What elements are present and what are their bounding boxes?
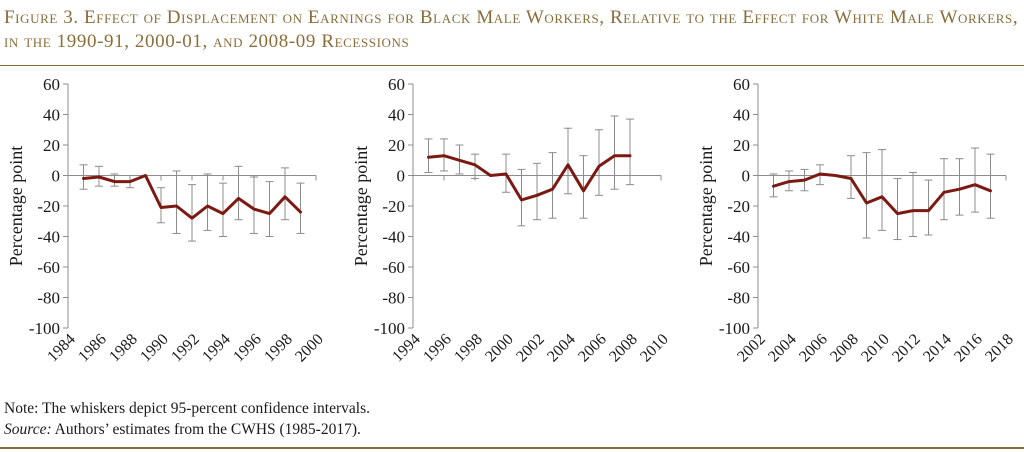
- error-bar: [862, 152, 871, 239]
- y-tick-label: 40: [733, 106, 750, 125]
- y-tick-label: -100: [719, 319, 750, 338]
- x-tick-label: 2016: [951, 331, 986, 366]
- x-tick-label: 2006: [575, 331, 610, 366]
- error-bar: [909, 171, 917, 237]
- y-tick-label: 0: [52, 167, 61, 186]
- x-tick-label: 1990: [137, 331, 172, 366]
- error-bar: [610, 115, 619, 190]
- chart-2000-01: 6040200-20-40-60-80-10019941996199820002…: [351, 75, 672, 366]
- x-tick-label: 2012: [889, 331, 924, 366]
- error-bar: [626, 118, 634, 186]
- y-tick-label: 60: [43, 75, 60, 94]
- y-tick-label: -40: [727, 228, 750, 247]
- error-bar: [281, 167, 289, 221]
- y-tick-label: 40: [43, 106, 60, 125]
- y-tick-label: 0: [742, 167, 751, 186]
- x-tick-label: 2010: [858, 331, 893, 366]
- error-bar: [595, 129, 603, 196]
- y-tick-label: 60: [388, 75, 405, 94]
- x-tick-label: 2008: [827, 331, 862, 366]
- error-bar: [564, 127, 572, 195]
- y-tick-label: -20: [37, 197, 60, 216]
- y-tick-label: 20: [733, 136, 750, 155]
- x-tick-label: 1988: [106, 331, 141, 366]
- x-tick-label: 2004: [765, 331, 800, 366]
- figure-title: Figure 3. Effect of Displacement on Earn…: [4, 7, 1019, 52]
- error-bar: [533, 162, 541, 221]
- x-tick-label: 1998: [451, 331, 486, 366]
- figure-notes: Note: The whiskers depict 95-percent con…: [4, 398, 370, 440]
- chart-2008-09: 6040200-20-40-60-80-10020022004200620082…: [696, 75, 1017, 366]
- y-tick-label: -20: [727, 197, 750, 216]
- y-tick-label: -80: [37, 289, 60, 308]
- title-divider: [0, 65, 1024, 66]
- error-bar: [986, 153, 995, 219]
- error-bar: [234, 165, 243, 221]
- error-bar: [219, 182, 227, 237]
- y-tick-label: -20: [382, 197, 405, 216]
- y-tick-label: 20: [43, 136, 60, 155]
- y-tick-label: -100: [29, 319, 60, 338]
- y-tick-label: -100: [374, 319, 405, 338]
- x-tick-label: 1996: [230, 331, 265, 366]
- chart-1990-91: 6040200-20-40-60-80-10019841986198819901…: [6, 75, 327, 366]
- y-tick-label: -60: [37, 258, 60, 277]
- x-tick-label: 2018: [982, 331, 1017, 366]
- x-tick-label: 1996: [420, 331, 455, 366]
- error-bar: [893, 178, 902, 241]
- x-tick-label: 1998: [261, 331, 296, 366]
- note-text: Note: The whiskers depict 95-percent con…: [4, 400, 370, 417]
- series-line: [82, 174, 302, 220]
- x-tick-label: 2008: [606, 331, 641, 366]
- series-line: [772, 172, 992, 216]
- x-tick-label: 1986: [75, 331, 110, 366]
- y-axis-label: Percentage point: [6, 146, 26, 266]
- x-tick-label: 2002: [513, 331, 548, 366]
- y-tick-label: 40: [388, 106, 405, 125]
- source-text: Authors’ estimates from the CWHS (1985-2…: [51, 421, 361, 438]
- source-line: Source: Authors’ estimates from the CWHS…: [4, 419, 370, 440]
- y-tick-label: 20: [388, 136, 405, 155]
- x-tick-label: 2010: [637, 331, 672, 366]
- error-bar: [579, 155, 588, 219]
- error-bar: [203, 173, 212, 231]
- y-tick-label: 60: [733, 75, 750, 94]
- error-bar: [424, 138, 433, 173]
- error-bar: [971, 147, 979, 213]
- error-bar: [188, 184, 196, 242]
- x-tick-label: 2006: [796, 331, 831, 366]
- x-tick-label: 2000: [482, 331, 517, 366]
- error-bar: [924, 179, 933, 236]
- bottom-divider: [0, 447, 1024, 449]
- y-tick-label: -60: [727, 258, 750, 277]
- source-label: Source:: [4, 421, 52, 438]
- error-bar: [250, 176, 258, 234]
- x-tick-label: 2014: [920, 331, 955, 366]
- y-tick-label: 0: [397, 167, 406, 186]
- error-bar: [265, 181, 274, 237]
- x-tick-label: 2004: [544, 331, 579, 366]
- x-tick-label: 1994: [199, 331, 234, 366]
- y-tick-label: -60: [382, 258, 405, 277]
- y-tick-label: -80: [727, 289, 750, 308]
- y-axis-label: Percentage point: [696, 146, 716, 266]
- error-bar: [172, 170, 181, 234]
- x-tick-label: 1992: [168, 331, 203, 366]
- error-bar: [548, 152, 557, 219]
- error-bar: [878, 149, 886, 231]
- error-bar: [955, 158, 964, 216]
- y-axis-label: Percentage point: [351, 146, 371, 266]
- y-tick-label: -40: [382, 228, 405, 247]
- series-line: [427, 154, 632, 202]
- error-bar: [940, 158, 948, 221]
- y-tick-label: -40: [37, 228, 60, 247]
- error-bar: [296, 182, 305, 234]
- y-tick-label: -80: [382, 289, 405, 308]
- x-tick-label: 2000: [292, 331, 327, 366]
